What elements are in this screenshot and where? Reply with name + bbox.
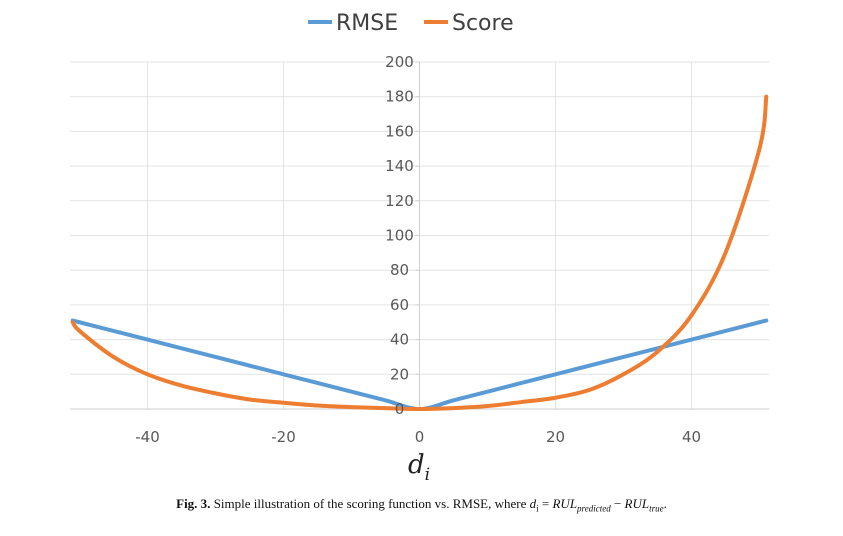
y-tick-label: 140: [385, 157, 414, 175]
x-tick-labels: -40 -20 0 20 40: [135, 428, 701, 446]
legend-label-rmse: RMSE: [336, 11, 398, 36]
caption-formula-minus: −: [610, 496, 625, 511]
x-tick-label: 20: [546, 428, 565, 446]
caption-formula-term1-sub: predicted: [577, 503, 611, 514]
x-tick-label: -20: [271, 428, 296, 446]
y-tick-label: 40: [390, 331, 409, 349]
series-line-score: [70, 94, 769, 411]
caption-formula-var: d: [529, 496, 537, 511]
legend-label-score: Score: [452, 11, 514, 36]
y-tick-label: 20: [390, 365, 409, 383]
caption-formula-term2-sub: true: [649, 503, 664, 514]
caption-end: .: [663, 496, 667, 511]
y-tick-label: 180: [385, 88, 414, 106]
x-axis-label: di: [408, 450, 430, 485]
caption-label: Fig. 3.: [176, 496, 211, 511]
x-axis-label-subscript: i: [425, 465, 430, 485]
caption-text: Simple illustration of the scoring funct…: [213, 496, 527, 511]
y-tick-label: 120: [385, 192, 414, 210]
figure-caption: Fig. 3. Simple illustration of the scori…: [0, 496, 843, 514]
y-tick-label: 100: [385, 227, 414, 245]
y-tick-label: 80: [390, 261, 409, 279]
caption-formula-term1: RUL: [552, 496, 578, 511]
x-axis-label-main: d: [408, 450, 425, 480]
caption-formula-var-sub: i: [536, 503, 539, 514]
y-tick-label: 60: [390, 296, 409, 314]
caption-formula-term2: RUL: [624, 496, 650, 511]
legend: RMSE Score: [308, 11, 514, 36]
series-layer: [70, 94, 769, 411]
x-tick-label: -40: [135, 428, 160, 446]
caption-formula-eq: =: [538, 496, 553, 511]
x-tick-label: 40: [682, 428, 701, 446]
y-tick-label: 0: [395, 400, 405, 418]
y-tick-label: 200: [385, 53, 414, 71]
y-tick-label: 160: [385, 122, 414, 140]
y-tick-labels: 0 20 40 60 80 100 120 140 160 180 200: [385, 53, 414, 418]
x-tick-label: 0: [415, 428, 425, 446]
